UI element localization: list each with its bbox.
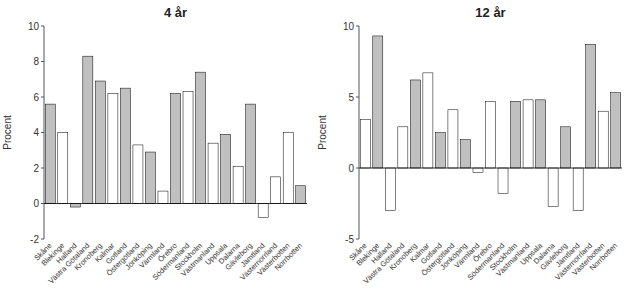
bar — [598, 111, 608, 168]
bar — [233, 166, 243, 203]
axis-line — [359, 26, 360, 239]
tick-label: 6 — [33, 92, 39, 103]
bar — [385, 168, 395, 211]
category-label: Norrbotten — [588, 241, 619, 272]
tick-label: 10 — [343, 21, 355, 32]
bars — [360, 36, 620, 211]
figure: 4 årProcent-20246810SkåneBlekingeHalland… — [0, 0, 630, 301]
bar — [485, 101, 495, 168]
tick-label: -2 — [30, 234, 39, 245]
bar — [498, 168, 508, 194]
tick-label: 0 — [348, 163, 354, 174]
bar — [196, 72, 206, 203]
bar — [473, 168, 483, 172]
bar — [536, 100, 546, 168]
bar — [45, 104, 55, 203]
bar — [108, 93, 118, 203]
bar — [246, 104, 256, 203]
bar — [258, 204, 268, 218]
bar — [410, 80, 420, 168]
tick-label: 10 — [28, 21, 40, 32]
bar — [95, 81, 105, 203]
title: 4 år — [164, 5, 187, 20]
bar — [548, 168, 558, 206]
bar — [586, 44, 596, 168]
bar — [83, 56, 93, 203]
bar — [183, 92, 193, 204]
title: 12 år — [475, 5, 505, 20]
bar — [271, 177, 281, 204]
bar — [460, 140, 470, 168]
tick-label: 4 — [33, 127, 39, 138]
bars — [45, 56, 305, 218]
bar — [170, 93, 180, 203]
bar — [70, 204, 80, 208]
bar — [573, 168, 583, 211]
axis-line — [44, 26, 45, 239]
bar — [58, 133, 68, 204]
bar — [523, 100, 533, 168]
tick-label: 2 — [33, 163, 39, 174]
bar — [398, 127, 408, 168]
bar — [283, 133, 293, 204]
bar — [158, 191, 168, 203]
bar — [296, 186, 306, 204]
tick-label: 8 — [33, 56, 39, 67]
tick-label: 5 — [348, 92, 354, 103]
bar — [145, 152, 155, 203]
bar — [435, 133, 445, 169]
bar — [360, 120, 370, 168]
tick-label: 0 — [33, 198, 39, 209]
category-label: Norrbotten — [273, 241, 304, 272]
bar — [423, 73, 433, 168]
axis-label: Procent — [317, 115, 328, 150]
axis-label: Procent — [2, 115, 13, 150]
bar — [221, 134, 231, 203]
bar — [373, 36, 383, 168]
bar — [120, 88, 130, 203]
bar — [133, 145, 143, 204]
bar — [611, 93, 621, 168]
bar — [561, 127, 571, 168]
bar — [208, 143, 218, 203]
bar — [448, 110, 458, 168]
zero-line — [359, 168, 622, 169]
tick-label: -5 — [345, 234, 354, 245]
panel: 4 årProcent-20246810SkåneBlekingeHalland… — [2, 5, 307, 286]
zero-line — [44, 203, 307, 204]
bar — [511, 101, 521, 168]
panel: 12 årProcent-50510SkåneBlekingeHallandVä… — [317, 5, 622, 286]
